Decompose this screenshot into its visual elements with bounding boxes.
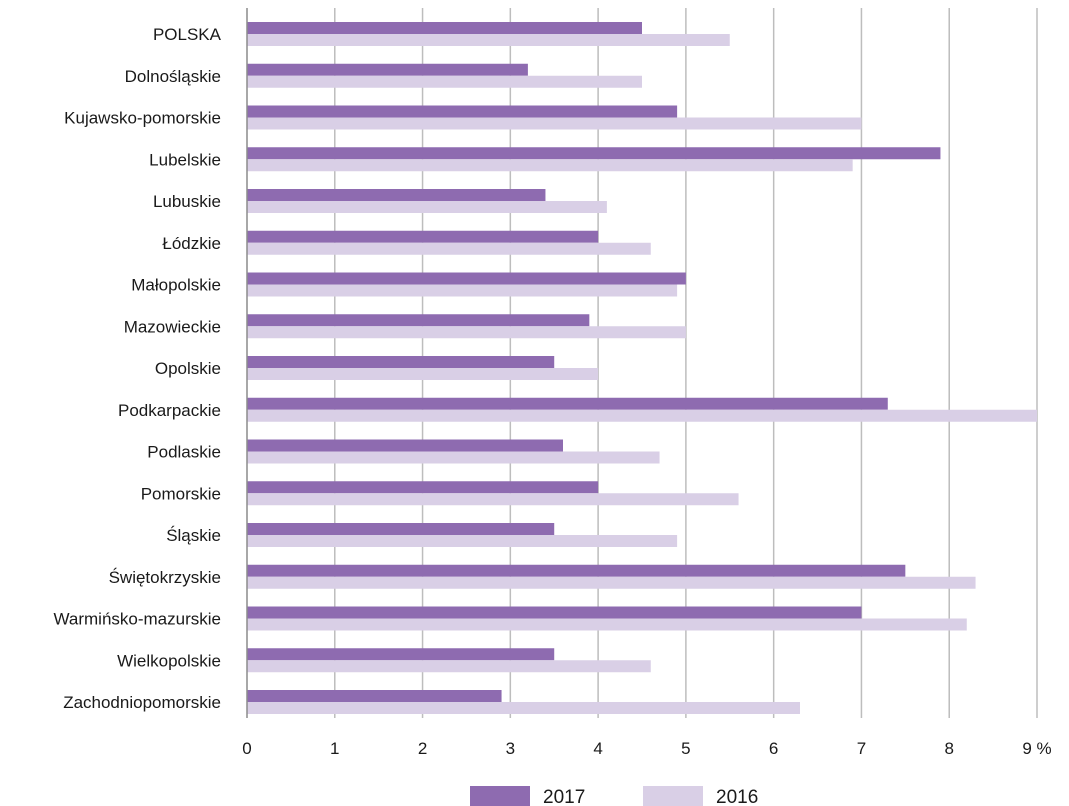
bar-2017 xyxy=(247,564,906,577)
bar-2017 xyxy=(247,230,599,243)
bar-2016 xyxy=(247,451,660,464)
category-label: Lubelskie xyxy=(149,150,221,169)
bar-2017 xyxy=(247,147,941,160)
bar-2016 xyxy=(247,702,800,714)
x-tick-label: 3 xyxy=(506,739,515,758)
x-tick-label: 9 % xyxy=(1022,739,1051,758)
x-tick-label: 4 xyxy=(593,739,602,758)
bar-2017 xyxy=(247,481,599,494)
bar-2016 xyxy=(247,284,678,297)
bar-2016 xyxy=(247,242,651,255)
bar-2016 xyxy=(247,535,678,547)
legend-swatch-2016 xyxy=(643,786,703,806)
bar-2017 xyxy=(247,356,555,368)
bar-2017 xyxy=(247,648,555,661)
category-label: Zachodniopomorskie xyxy=(63,693,221,712)
category-label: Wielkopolskie xyxy=(117,651,221,670)
bar-2017 xyxy=(247,690,502,702)
category-label: Mazowieckie xyxy=(124,317,221,336)
bar-2016 xyxy=(247,368,599,380)
bar-2017 xyxy=(247,189,546,201)
bar-2017 xyxy=(247,105,678,118)
bar-2016 xyxy=(247,326,686,339)
category-labels: POLSKA Dolnośląskie Kujawsko-pomorskie Lube… xyxy=(53,25,221,712)
category-label: Warmińsko-mazurskie xyxy=(53,610,221,629)
bar-2016 xyxy=(247,75,642,88)
category-label: Kujawsko-pomorskie xyxy=(64,109,221,128)
category-label: Lubuskie xyxy=(153,192,221,211)
category-label: Dolnośląskie xyxy=(125,67,221,86)
x-tick-label: 5 xyxy=(681,739,690,758)
bar-2017 xyxy=(247,272,686,285)
x-tick-labels: 0 1 2 3 4 5 6 7 8 9 % xyxy=(242,739,1051,758)
legend-label-2017: 2017 xyxy=(543,787,585,806)
category-label: POLSKA xyxy=(153,25,222,44)
legend-label-2016: 2016 xyxy=(716,787,758,806)
bar-2016 xyxy=(247,201,607,213)
x-tick-label: 8 xyxy=(944,739,953,758)
bar-2016 xyxy=(247,409,1037,422)
category-label: Świętokrzyskie xyxy=(109,568,221,587)
bar-2017 xyxy=(247,606,862,619)
category-label: Opolskie xyxy=(155,359,221,378)
category-label: Łódzkie xyxy=(162,234,221,253)
bar-2017 xyxy=(247,523,555,535)
bars xyxy=(247,22,1037,714)
bar-2016 xyxy=(247,493,739,506)
bar-2017 xyxy=(247,22,642,34)
legend-swatch-2017 xyxy=(470,786,530,806)
category-label: Podlaskie xyxy=(147,443,221,462)
category-label: Podkarpackie xyxy=(118,401,221,420)
bar-2016 xyxy=(247,34,730,46)
bar-2016 xyxy=(247,660,651,673)
x-tick-label: 7 xyxy=(857,739,866,758)
category-label: Pomorskie xyxy=(141,484,221,503)
x-tick-label: 0 xyxy=(242,739,251,758)
x-tick-label: 1 xyxy=(330,739,339,758)
bar-2016 xyxy=(247,159,853,172)
category-label: Małopolskie xyxy=(131,276,221,295)
x-tick-label: 2 xyxy=(418,739,427,758)
bar-2017 xyxy=(247,314,590,327)
bar-2016 xyxy=(247,618,967,631)
x-tick-label: 6 xyxy=(769,739,778,758)
bar-2017 xyxy=(247,63,528,76)
bar-2016 xyxy=(247,576,976,589)
category-label: Śląskie xyxy=(166,526,221,545)
bar-2017 xyxy=(247,397,888,410)
bar-2016 xyxy=(247,117,862,130)
bar-2017 xyxy=(247,439,563,452)
legend: 2017 2016 xyxy=(470,786,758,806)
